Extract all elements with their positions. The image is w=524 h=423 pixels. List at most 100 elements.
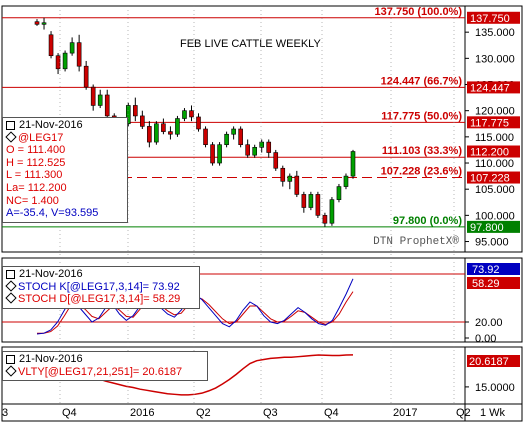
diamond-icon	[5, 292, 17, 304]
vlty-tag: 20.6187	[469, 356, 509, 368]
price-tick-label: 95.000	[475, 237, 509, 249]
candle-body	[280, 167, 286, 182]
price-tag: 137.750	[470, 13, 510, 25]
candle-body	[154, 123, 159, 143]
price-tick-label: 100.000	[475, 210, 515, 222]
diamond-icon	[5, 279, 17, 292]
candle-body	[161, 123, 166, 132]
stoch-info-box: 21-Nov-2016 STOCH K[@LEG17,3,14]= 73.92 …	[2, 266, 200, 309]
price-tag: 107.228	[470, 173, 510, 185]
price-tag: 112.200	[470, 147, 509, 159]
candle-body	[266, 141, 272, 153]
stoch-tick-label: 0.00	[475, 333, 496, 345]
candle-body	[252, 147, 257, 156]
candle-body	[147, 126, 152, 143]
candle-body	[294, 175, 300, 195]
candle-body	[203, 128, 208, 146]
date-label: 3	[2, 407, 8, 419]
date-axis-frame	[1, 403, 523, 422]
candle-body	[55, 55, 61, 70]
price-tick-label: 130.000	[475, 53, 515, 65]
date-label: Q4	[62, 407, 77, 419]
box-icon	[6, 354, 15, 364]
fib-level-label: 124.447 (66.7%)	[381, 75, 463, 87]
candle-body	[336, 186, 342, 200]
candle-body	[175, 118, 180, 135]
candle-body	[97, 94, 103, 106]
candle-body	[140, 115, 145, 127]
price-tick-label: 120.000	[475, 106, 515, 118]
vlty-date: 21-Nov-2016	[19, 353, 83, 365]
candle-body	[133, 105, 138, 117]
price-tag-bg	[467, 11, 520, 24]
candle-body	[189, 110, 194, 118]
candle-body	[231, 128, 236, 135]
fib-level-label: 107.228 (23.6%)	[381, 166, 463, 178]
fib-level-label: 97.800 (0.0%)	[393, 215, 462, 227]
price-tag-bg	[467, 116, 520, 129]
candle-body	[34, 21, 40, 25]
info-av: A=-35.4, V=93.595	[6, 207, 99, 220]
vlty-tick-label: 15.0000	[475, 382, 515, 394]
info-high: H = 112.525	[6, 156, 66, 169]
stoch-d-tag-bg	[467, 277, 520, 289]
stoch-date: 21-Nov-2016	[19, 268, 83, 280]
vlty-tag-bg	[467, 355, 520, 367]
vlty-label: VLTY[@LEG17,21,251]= 20.6187	[18, 365, 183, 378]
price-info-box: 21-Nov-2016 @LEG17 O = 111.400 H = 112.5…	[2, 117, 128, 223]
price-tick-label: 110.000	[475, 158, 514, 170]
price-tag-bg	[467, 81, 520, 94]
candle-body	[83, 65, 89, 88]
price-tag: 97.800	[470, 222, 504, 234]
candle-body	[90, 86, 96, 106]
info-net-change: NC= 1.400	[6, 194, 59, 207]
box-icon	[6, 269, 15, 279]
fib-level-label: 111.103 (33.3%)	[382, 145, 462, 157]
date-label: Q3	[263, 407, 278, 419]
date-label: Q4	[324, 407, 339, 419]
info-low: L = 111.300	[6, 169, 63, 182]
candle-body	[224, 133, 229, 146]
date-label: Q2	[456, 407, 471, 419]
fib-level-label: 117.775 (50.0%)	[381, 110, 462, 122]
candle-body	[238, 128, 243, 146]
price-tag-bg	[467, 220, 520, 233]
candle-body	[210, 144, 215, 164]
box-icon	[6, 120, 15, 130]
price-tick-label: 105.000	[475, 184, 515, 196]
candle-body	[322, 215, 328, 224]
stoch-k-tag-bg	[467, 263, 520, 275]
vlty-info-box: 21-Nov-2016 VLTY[@LEG17,21,251]= 20.6187	[2, 351, 208, 382]
date-label: 2016	[130, 407, 154, 419]
date-label: 2017	[393, 407, 417, 419]
price-tick-label: 135.000	[475, 27, 515, 39]
price-tick-label: 115.000	[475, 132, 514, 144]
diamond-icon	[5, 364, 17, 377]
price-tag-bg	[467, 145, 520, 158]
candle-body	[343, 175, 349, 187]
stoch-d-label: STOCH D[@LEG17,3,14]= 58.29	[18, 293, 181, 306]
candle-body	[69, 42, 75, 54]
candle-body	[168, 131, 173, 135]
stoch-k-label: STOCH K[@LEG17,3,14]= 73.92	[18, 280, 180, 293]
candle-body	[217, 144, 222, 164]
candle-body	[245, 144, 250, 156]
candle-body	[329, 199, 335, 224]
info-open: O = 111.400	[6, 144, 66, 157]
info-symbol: @LEG17	[18, 131, 64, 144]
candle-body	[48, 34, 54, 57]
candle-body	[315, 194, 321, 216]
candle-body	[196, 116, 201, 130]
candle-body	[62, 52, 68, 70]
diamond-icon	[5, 130, 17, 143]
candle-body	[273, 152, 279, 169]
info-last: La= 112.200	[6, 181, 67, 194]
candle-body	[301, 194, 307, 208]
chart-title: FEB LIVE CATTLE WEEKLY	[180, 38, 321, 50]
price-tag: 124.447	[470, 82, 510, 94]
watermark: DTN ProphetX®	[373, 236, 459, 248]
stoch-k-tag: 73.92	[472, 264, 500, 276]
date-label: Q2	[196, 407, 211, 419]
candle-body	[76, 42, 82, 67]
